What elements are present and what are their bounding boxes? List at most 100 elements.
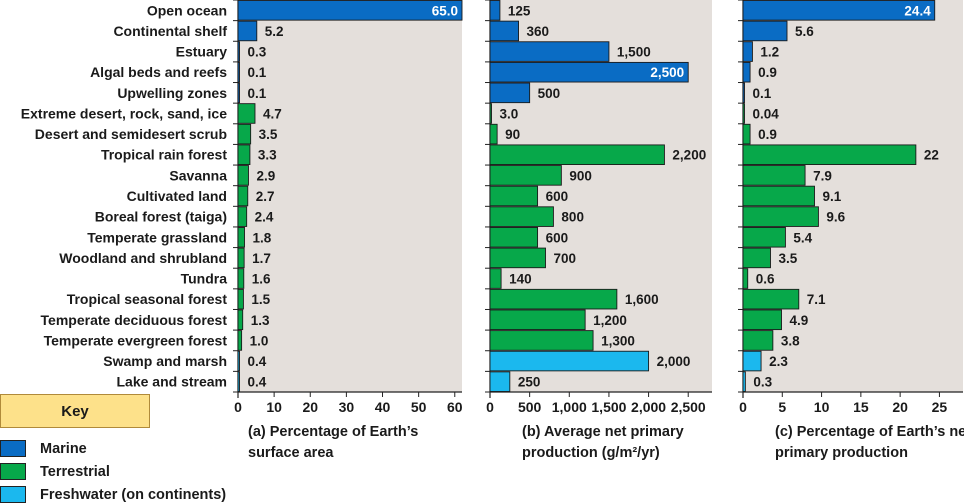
category-label-boreal-forest-taiga: Boreal forest (taiga) [95, 209, 227, 225]
panel-b-x-tick-label: 500 [518, 399, 542, 415]
panel-a-bar-continental-shelf [237, 20, 258, 42]
panel-a-value-label: 0.1 [248, 65, 267, 80]
panel-a-bar-lake-and-stream [237, 371, 240, 392]
panel-a-bar-temperate-evergreen-forest [237, 330, 243, 351]
category-label-temperate-deciduous-forest: Temperate deciduous forest [41, 312, 228, 328]
panel-b-value-label: 250 [518, 375, 541, 390]
panel-a-value-label: 0.4 [248, 354, 267, 369]
legend-item-freshwater: Freshwater (on continents) [0, 486, 226, 503]
panel-a-value-label: 2.9 [256, 168, 275, 183]
panel-b-value-label: 700 [554, 251, 577, 266]
panel-c-value-label: 2.3 [769, 354, 788, 369]
panel-a-value-label: 1.5 [251, 292, 270, 307]
category-label-woodland-and-shrubland: Woodland and shrubland [59, 250, 227, 266]
panel-c-bar-tropical-seasonal-forest [742, 288, 800, 310]
legend-item-terrestrial: Terrestrial [0, 463, 110, 480]
panel-c-value-label: 3.8 [781, 333, 800, 348]
panel-a: 0 10 20 30 40 50 60 65.0 5.2 0.3 0.1 0.1 4.7 3.5 3.3 2.… [233, 0, 463, 461]
legend-swatch-freshwater [0, 486, 26, 503]
panel-c-bar-estuary [742, 41, 753, 62]
panel-c-value-label: 0.6 [756, 272, 775, 287]
panel-a-value-label: 3.5 [259, 127, 278, 142]
panel-a-value-label: 5.2 [265, 24, 284, 39]
panel-b-x-tick-label: 0 [486, 399, 494, 415]
panel-b-value-label: 1,200 [593, 313, 627, 328]
panel-b-value-label: 2,200 [672, 148, 706, 163]
panel-b-value-label: 600 [546, 189, 569, 204]
panel-a-value-label: 1.6 [252, 272, 271, 287]
panel-c-value-label: 5.4 [793, 230, 812, 245]
panel-b-value-label: 125 [508, 3, 531, 18]
panel-a-x-tick-label: 20 [302, 399, 318, 415]
panel-a-bar-swamp-and-marsh [237, 350, 240, 372]
panel-c-x-label: primary production [775, 445, 908, 461]
panel-c-value-label: 1.2 [760, 45, 779, 60]
panel-a-bar-tropical-seasonal-forest [237, 288, 244, 310]
panel-c-bar-swamp-and-marsh [742, 350, 762, 372]
category-label-tropical-seasonal-forest: Tropical seasonal forest [67, 291, 228, 307]
legend-label-terrestrial: Terrestrial [40, 463, 110, 480]
panel-b-value-label: 800 [561, 210, 584, 225]
panel-a-value-label: 2.7 [256, 189, 275, 204]
panel-a-x-tick-label: 30 [339, 399, 355, 415]
panel-b-x-label: (b) Average net primary [522, 424, 684, 440]
panel-c-value-label: 5.6 [795, 24, 814, 39]
panel-c-bar-open-ocean [742, 0, 936, 21]
category-label-swamp-and-marsh: Swamp and marsh [103, 353, 227, 369]
panel-b-bar-temperate-evergreen-forest [489, 330, 594, 351]
panel-c-value-label: 0.1 [753, 86, 772, 101]
panel-a-bar-temperate-grassland [237, 226, 245, 248]
panel-a-value-label: 65.0 [432, 3, 458, 18]
panel-c-x-tick-label: 15 [853, 399, 869, 415]
panel-a-x-tick-label: 0 [234, 399, 242, 415]
panel-b-bar-continental-shelf [489, 20, 519, 42]
category-label-estuary: Estuary [176, 44, 228, 60]
panel-c-bar-lake-and-stream [742, 371, 746, 392]
panel-b-value-label: 1,300 [601, 333, 635, 348]
panel-a-x-tick-label: 50 [411, 399, 427, 415]
panel-c-x-tick-label: 25 [932, 399, 948, 415]
panel-b-value-label: 500 [538, 86, 561, 101]
panel-a-bar-woodland-and-shrubland [237, 247, 245, 269]
panel-c-bar-temperate-grassland [742, 226, 786, 248]
panel-b-bar-extreme-desert-rock-sand-ice [489, 103, 492, 124]
category-label-desert-and-semidesert-scrub: Desert and semidesert scrub [35, 126, 227, 142]
panel-c-value-label: 0.9 [758, 65, 777, 80]
panel-b-bar-open-ocean [489, 0, 501, 21]
category-label-tropical-rain-forest: Tropical rain forest [101, 147, 227, 163]
panel-a-value-label: 0.4 [248, 375, 267, 390]
panel-b-x-label: production (g/m²/yr) [522, 445, 660, 461]
panel-c-bar-boreal-forest-taiga [742, 206, 819, 227]
panel-b-value-label: 90 [505, 127, 520, 142]
category-label-continental-shelf: Continental shelf [113, 23, 227, 39]
panel-a-bar-estuary [237, 41, 240, 62]
legend-item-marine: Marine [0, 440, 87, 457]
panel-c-value-label: 4.9 [790, 313, 809, 328]
category-label-lake-and-stream: Lake and stream [117, 374, 228, 390]
panel-a-value-label: 3.3 [258, 148, 277, 163]
panel-b-value-label: 360 [527, 24, 550, 39]
panel-b-bar-desert-and-semidesert-scrub [489, 123, 498, 145]
panel-a-value-label: 1.3 [251, 313, 270, 328]
panel-c-value-label: 3.5 [779, 251, 798, 266]
panel-b-bar-tropical-rain-forest [489, 144, 665, 166]
panel-c-value-label: 9.1 [823, 189, 842, 204]
panel-a-bar-temperate-deciduous-forest [237, 309, 244, 331]
panel-a-value-label: 4.7 [263, 106, 282, 121]
panel-b-bar-upwelling-zones [489, 82, 531, 104]
category-label-algal-beds-and-reefs: Algal beds and reefs [90, 64, 227, 80]
panel-b-value-label: 3.0 [500, 106, 519, 121]
panel-c-x-tick-label: 10 [814, 399, 830, 415]
panel-b-bar-swamp-and-marsh [489, 350, 650, 372]
panel-a-value-label: 1.0 [250, 333, 269, 348]
panel-b-value-label: 2,000 [657, 354, 691, 369]
panel-c-bar-savanna [742, 165, 806, 186]
panel-c-x-label: (c) Percentage of Earth’s net [775, 424, 964, 440]
panel-b-value-label: 140 [509, 272, 532, 287]
panel-b-x-tick-label: 1,500 [591, 399, 626, 415]
panel-b-x-tick-label: 2,000 [631, 399, 666, 415]
panel-c-bar-temperate-evergreen-forest [742, 330, 774, 351]
panel-b-bar-tundra [489, 268, 502, 289]
panel-a-background [238, 0, 462, 392]
panel-a-bar-boreal-forest-taiga [237, 206, 248, 227]
